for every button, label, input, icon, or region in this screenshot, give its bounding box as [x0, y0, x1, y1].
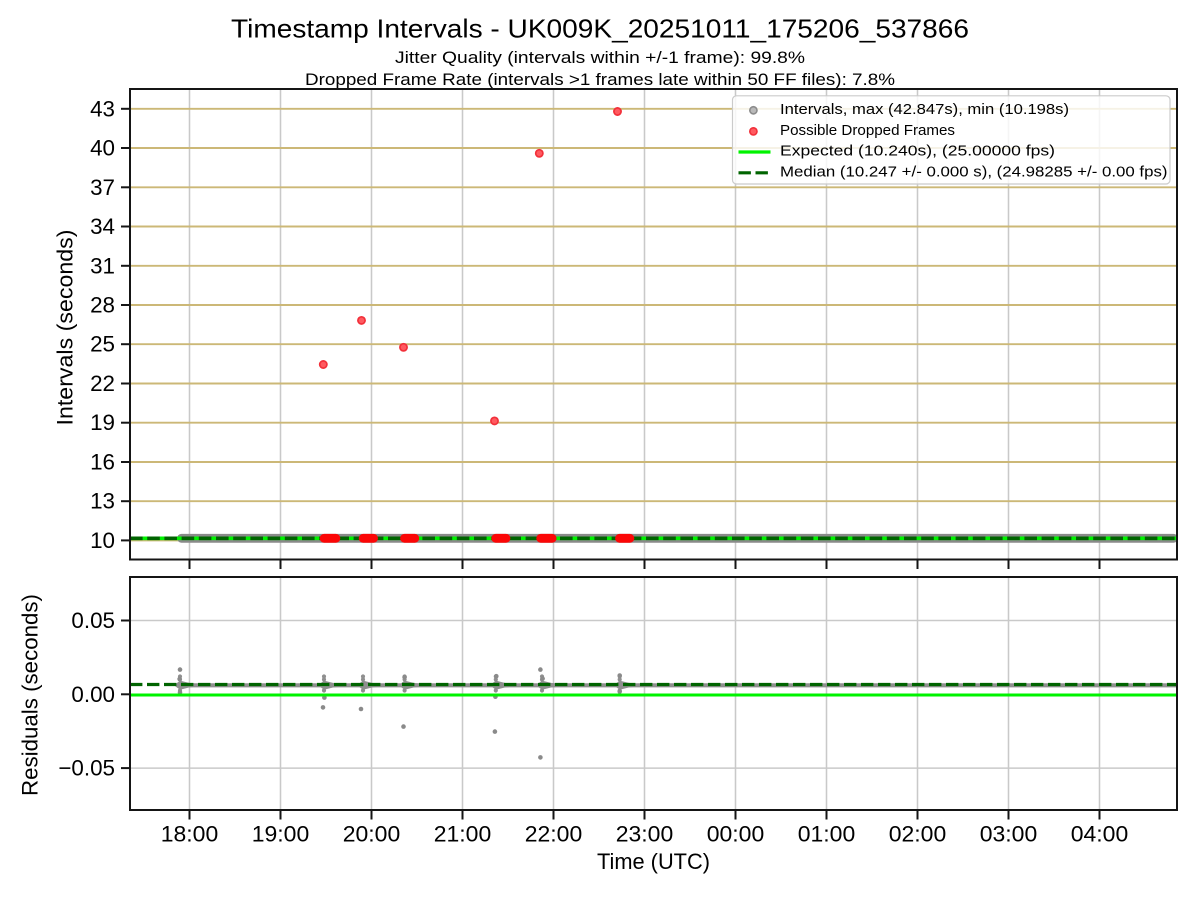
svg-text:0.00: 0.00: [71, 682, 115, 707]
svg-text:22:00: 22:00: [525, 822, 583, 847]
svg-text:00:00: 00:00: [707, 822, 765, 847]
svg-text:18:00: 18:00: [161, 822, 219, 847]
svg-text:43: 43: [90, 96, 115, 121]
svg-text:Residuals (seconds): Residuals (seconds): [18, 594, 43, 796]
svg-text:25: 25: [90, 332, 115, 357]
svg-text:34: 34: [90, 214, 115, 239]
svg-text:Expected (10.240s), (25.00000: Expected (10.240s), (25.00000 fps): [780, 143, 1055, 160]
svg-text:Median (10.247 +/- 0.000 s), (: Median (10.247 +/- 0.000 s), (24.98285 +…: [780, 163, 1168, 180]
svg-text:37: 37: [90, 175, 115, 200]
svg-text:03:00: 03:00: [980, 822, 1038, 847]
svg-text:13: 13: [90, 489, 115, 514]
svg-text:16: 16: [90, 450, 115, 475]
svg-text:0.05: 0.05: [71, 608, 115, 633]
svg-text:Jitter Quality (intervals with: Jitter Quality (intervals within +/-1 fr…: [395, 48, 805, 67]
svg-text:−0.05: −0.05: [58, 756, 115, 781]
svg-text:40: 40: [90, 136, 115, 161]
svg-text:21:00: 21:00: [434, 822, 492, 847]
svg-text:Possible Dropped Frames: Possible Dropped Frames: [780, 122, 955, 139]
svg-text:10: 10: [90, 528, 115, 553]
svg-text:20:00: 20:00: [343, 822, 401, 847]
svg-text:Dropped Frame Rate (intervals: Dropped Frame Rate (intervals >1 frames …: [305, 70, 895, 89]
svg-text:Intervals (seconds): Intervals (seconds): [53, 230, 78, 426]
svg-text:04:00: 04:00: [1071, 822, 1129, 847]
svg-text:Time (UTC): Time (UTC): [597, 849, 710, 874]
svg-text:19:00: 19:00: [252, 822, 310, 847]
svg-text:Timestamp Intervals - UK009K_2: Timestamp Intervals - UK009K_20251011_17…: [231, 14, 969, 44]
svg-text:22: 22: [90, 371, 115, 396]
svg-text:01:00: 01:00: [798, 822, 856, 847]
svg-text:31: 31: [90, 253, 115, 278]
svg-text:28: 28: [90, 293, 115, 318]
svg-text:Intervals, max (42.847s), min: Intervals, max (42.847s), min (10.198s): [780, 101, 1069, 118]
svg-text:02:00: 02:00: [889, 822, 947, 847]
svg-text:19: 19: [90, 410, 115, 435]
svg-text:23:00: 23:00: [616, 822, 674, 847]
